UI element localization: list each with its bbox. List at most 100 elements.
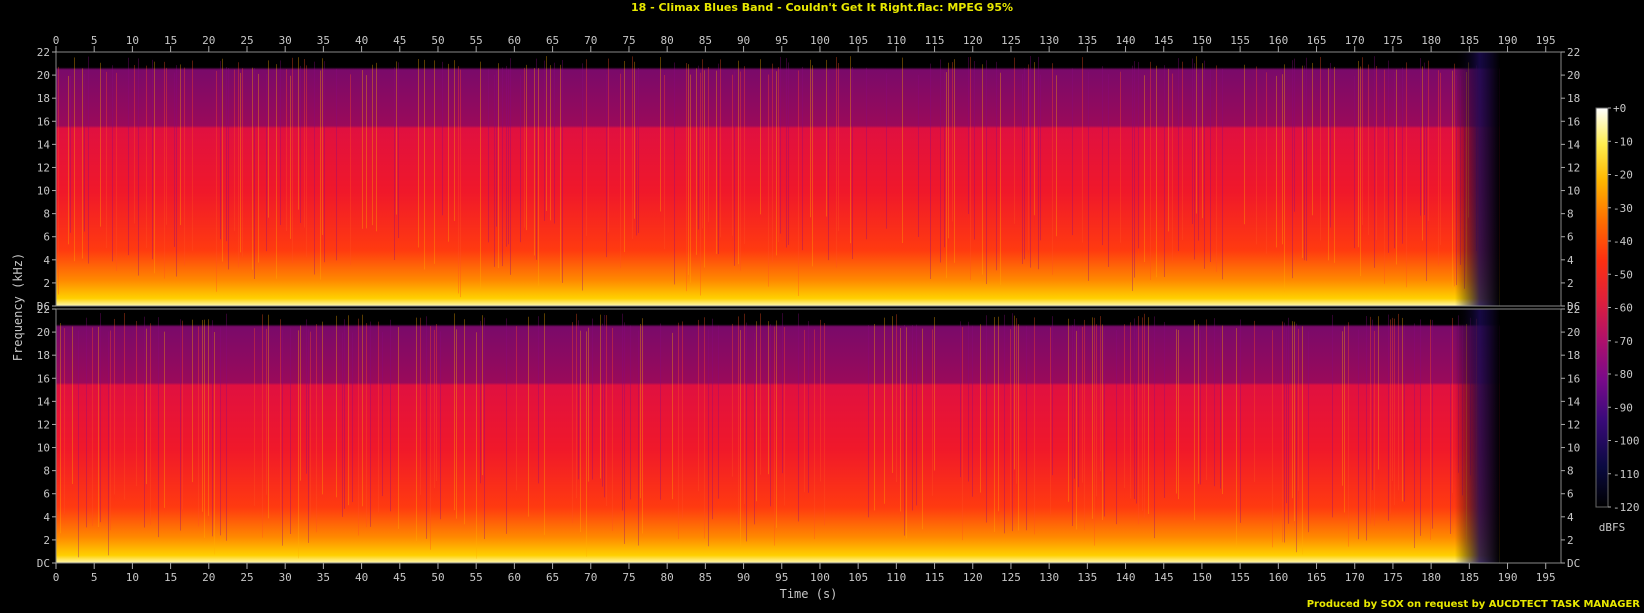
- colorbar-label: dBFS: [1599, 521, 1626, 534]
- colorbar-tick-label: -110: [1613, 468, 1640, 481]
- x-tick-label-bottom: 170: [1345, 571, 1365, 584]
- y-tick-label-left: 4: [43, 254, 50, 267]
- y-tick-label-right: 8: [1567, 208, 1574, 221]
- y-tick-label-right: 12: [1567, 418, 1580, 431]
- y-tick-label-right: 8: [1567, 465, 1574, 478]
- x-tick-label-bottom: 190: [1498, 571, 1518, 584]
- x-tick-label-bottom: 55: [470, 571, 483, 584]
- x-tick-label-bottom: 40: [355, 571, 368, 584]
- x-tick-label-top: 85: [699, 34, 712, 47]
- x-tick-label-top: 110: [886, 34, 906, 47]
- audio-end-fade: [1454, 309, 1500, 563]
- x-tick-label-bottom: 65: [546, 571, 559, 584]
- y-tick-label-left: 14: [37, 395, 51, 408]
- x-tick-label-bottom: 75: [622, 571, 635, 584]
- x-tick-label-bottom: 115: [925, 571, 945, 584]
- x-tick-label-bottom: 20: [202, 571, 215, 584]
- x-tick-label-bottom: 0: [53, 571, 60, 584]
- channel-2-panel: [55, 308, 1562, 564]
- y-tick-label-left: 2: [43, 534, 50, 547]
- y-tick-label-left: DC: [37, 300, 50, 313]
- x-tick-label-bottom: 60: [508, 571, 521, 584]
- y-tick-label-right: 18: [1567, 349, 1580, 362]
- y-tick-label-right: 16: [1567, 115, 1580, 128]
- y-tick-label-left: 10: [37, 185, 50, 198]
- x-tick-label-bottom: 160: [1268, 571, 1288, 584]
- y-tick-label-right: 16: [1567, 372, 1580, 385]
- channel-1-panel: [55, 51, 1562, 307]
- x-tick-label-bottom: 130: [1039, 571, 1059, 584]
- colorbar-gradient: [1595, 107, 1609, 508]
- x-tick-label-top: 10: [126, 34, 139, 47]
- spectrogram-field: [56, 309, 1500, 563]
- x-tick-label-top: 145: [1154, 34, 1174, 47]
- y-tick-label-left: 10: [37, 442, 50, 455]
- x-tick-label-bottom: 105: [848, 571, 868, 584]
- x-tick-label-top: 30: [279, 34, 292, 47]
- y-tick-label-right: 14: [1567, 138, 1581, 151]
- y-tick-label-left: 2: [43, 277, 50, 290]
- y-tick-label-left: 20: [37, 69, 50, 82]
- x-tick-label-bottom: 10: [126, 571, 139, 584]
- x-tick-label-bottom: 140: [1116, 571, 1136, 584]
- chart-title: 18 - Climax Blues Band - Couldn't Get It…: [630, 1, 1014, 14]
- spectrogram-panels: [55, 51, 1562, 564]
- y-tick-label-left: DC: [37, 557, 50, 570]
- y-tick-label-left: 6: [43, 231, 50, 244]
- y-tick-label-right: 10: [1567, 442, 1580, 455]
- y-tick-label-left: 8: [43, 465, 50, 478]
- colorbar-tick-label: -70: [1613, 335, 1633, 348]
- x-tick-label-top: 5: [91, 34, 98, 47]
- x-tick-label-top: 50: [431, 34, 444, 47]
- x-tick-label-top: 135: [1077, 34, 1097, 47]
- y-tick-label-right: DC: [1567, 300, 1580, 313]
- x-tick-label-bottom: 125: [1001, 571, 1021, 584]
- x-tick-label-top: 185: [1459, 34, 1479, 47]
- x-tick-label-top: 180: [1421, 34, 1441, 47]
- colorbar-tick-label: -80: [1613, 368, 1633, 381]
- y-tick-label-right: 4: [1567, 511, 1574, 524]
- y-tick-label-right: 20: [1567, 326, 1580, 339]
- x-tick-label-top: 60: [508, 34, 521, 47]
- x-tick-label-bottom: 180: [1421, 571, 1441, 584]
- x-tick-label-top: 120: [963, 34, 983, 47]
- colorbar-tick-label: -100: [1613, 435, 1640, 448]
- x-tick-label-bottom: 195: [1536, 571, 1556, 584]
- x-tick-label-bottom: 145: [1154, 571, 1174, 584]
- x-tick-label-bottom: 35: [317, 571, 330, 584]
- y-tick-label-left: 16: [37, 115, 50, 128]
- y-tick-label-right: 14: [1567, 395, 1581, 408]
- colorbar-tick-label: -50: [1613, 268, 1633, 281]
- y-tick-label-right: 10: [1567, 185, 1580, 198]
- x-tick-label-top: 190: [1498, 34, 1518, 47]
- x-tick-label-top: 95: [775, 34, 788, 47]
- spectrogram-streaks: [60, 313, 1477, 559]
- y-tick-label-left: 6: [43, 488, 50, 501]
- x-tick-label-top: 105: [848, 34, 868, 47]
- colorbar-tick-label: +0: [1613, 102, 1626, 115]
- x-tick-label-bottom: 50: [431, 571, 444, 584]
- y-tick-label-left: 22: [37, 46, 50, 59]
- y-tick-label-right: DC: [1567, 557, 1580, 570]
- panel-frame: [55, 308, 1562, 564]
- x-tick-label-bottom: 110: [886, 571, 906, 584]
- x-tick-label-bottom: 175: [1383, 571, 1403, 584]
- y-tick-label-right: 2: [1567, 534, 1574, 547]
- x-tick-label-top: 150: [1192, 34, 1212, 47]
- x-tick-label-bottom: 80: [661, 571, 674, 584]
- colorbar-tick-label: -120: [1613, 501, 1640, 514]
- colorbar-tick-label: -30: [1613, 202, 1633, 215]
- x-tick-label-top: 125: [1001, 34, 1021, 47]
- y-tick-label-right: 22: [1567, 303, 1580, 316]
- colorbar: +0 -10 -20 -30 -40 -50 -60 -70 -80 -90 -100 -110 -12…: [1595, 102, 1640, 534]
- x-tick-label-bottom: 85: [699, 571, 712, 584]
- x-tick-label-bottom: 120: [963, 571, 983, 584]
- x-tick-label-bottom: 155: [1230, 571, 1250, 584]
- spectrogram-field: [56, 52, 1500, 306]
- x-tick-label-top: 130: [1039, 34, 1059, 47]
- panel-frame: [55, 51, 1562, 307]
- colorbar-tick-label: -20: [1613, 169, 1633, 182]
- colorbar-tick-label: -40: [1613, 235, 1633, 248]
- y-tick-label-left: 14: [37, 138, 51, 151]
- y-tick-label-right: 12: [1567, 161, 1580, 174]
